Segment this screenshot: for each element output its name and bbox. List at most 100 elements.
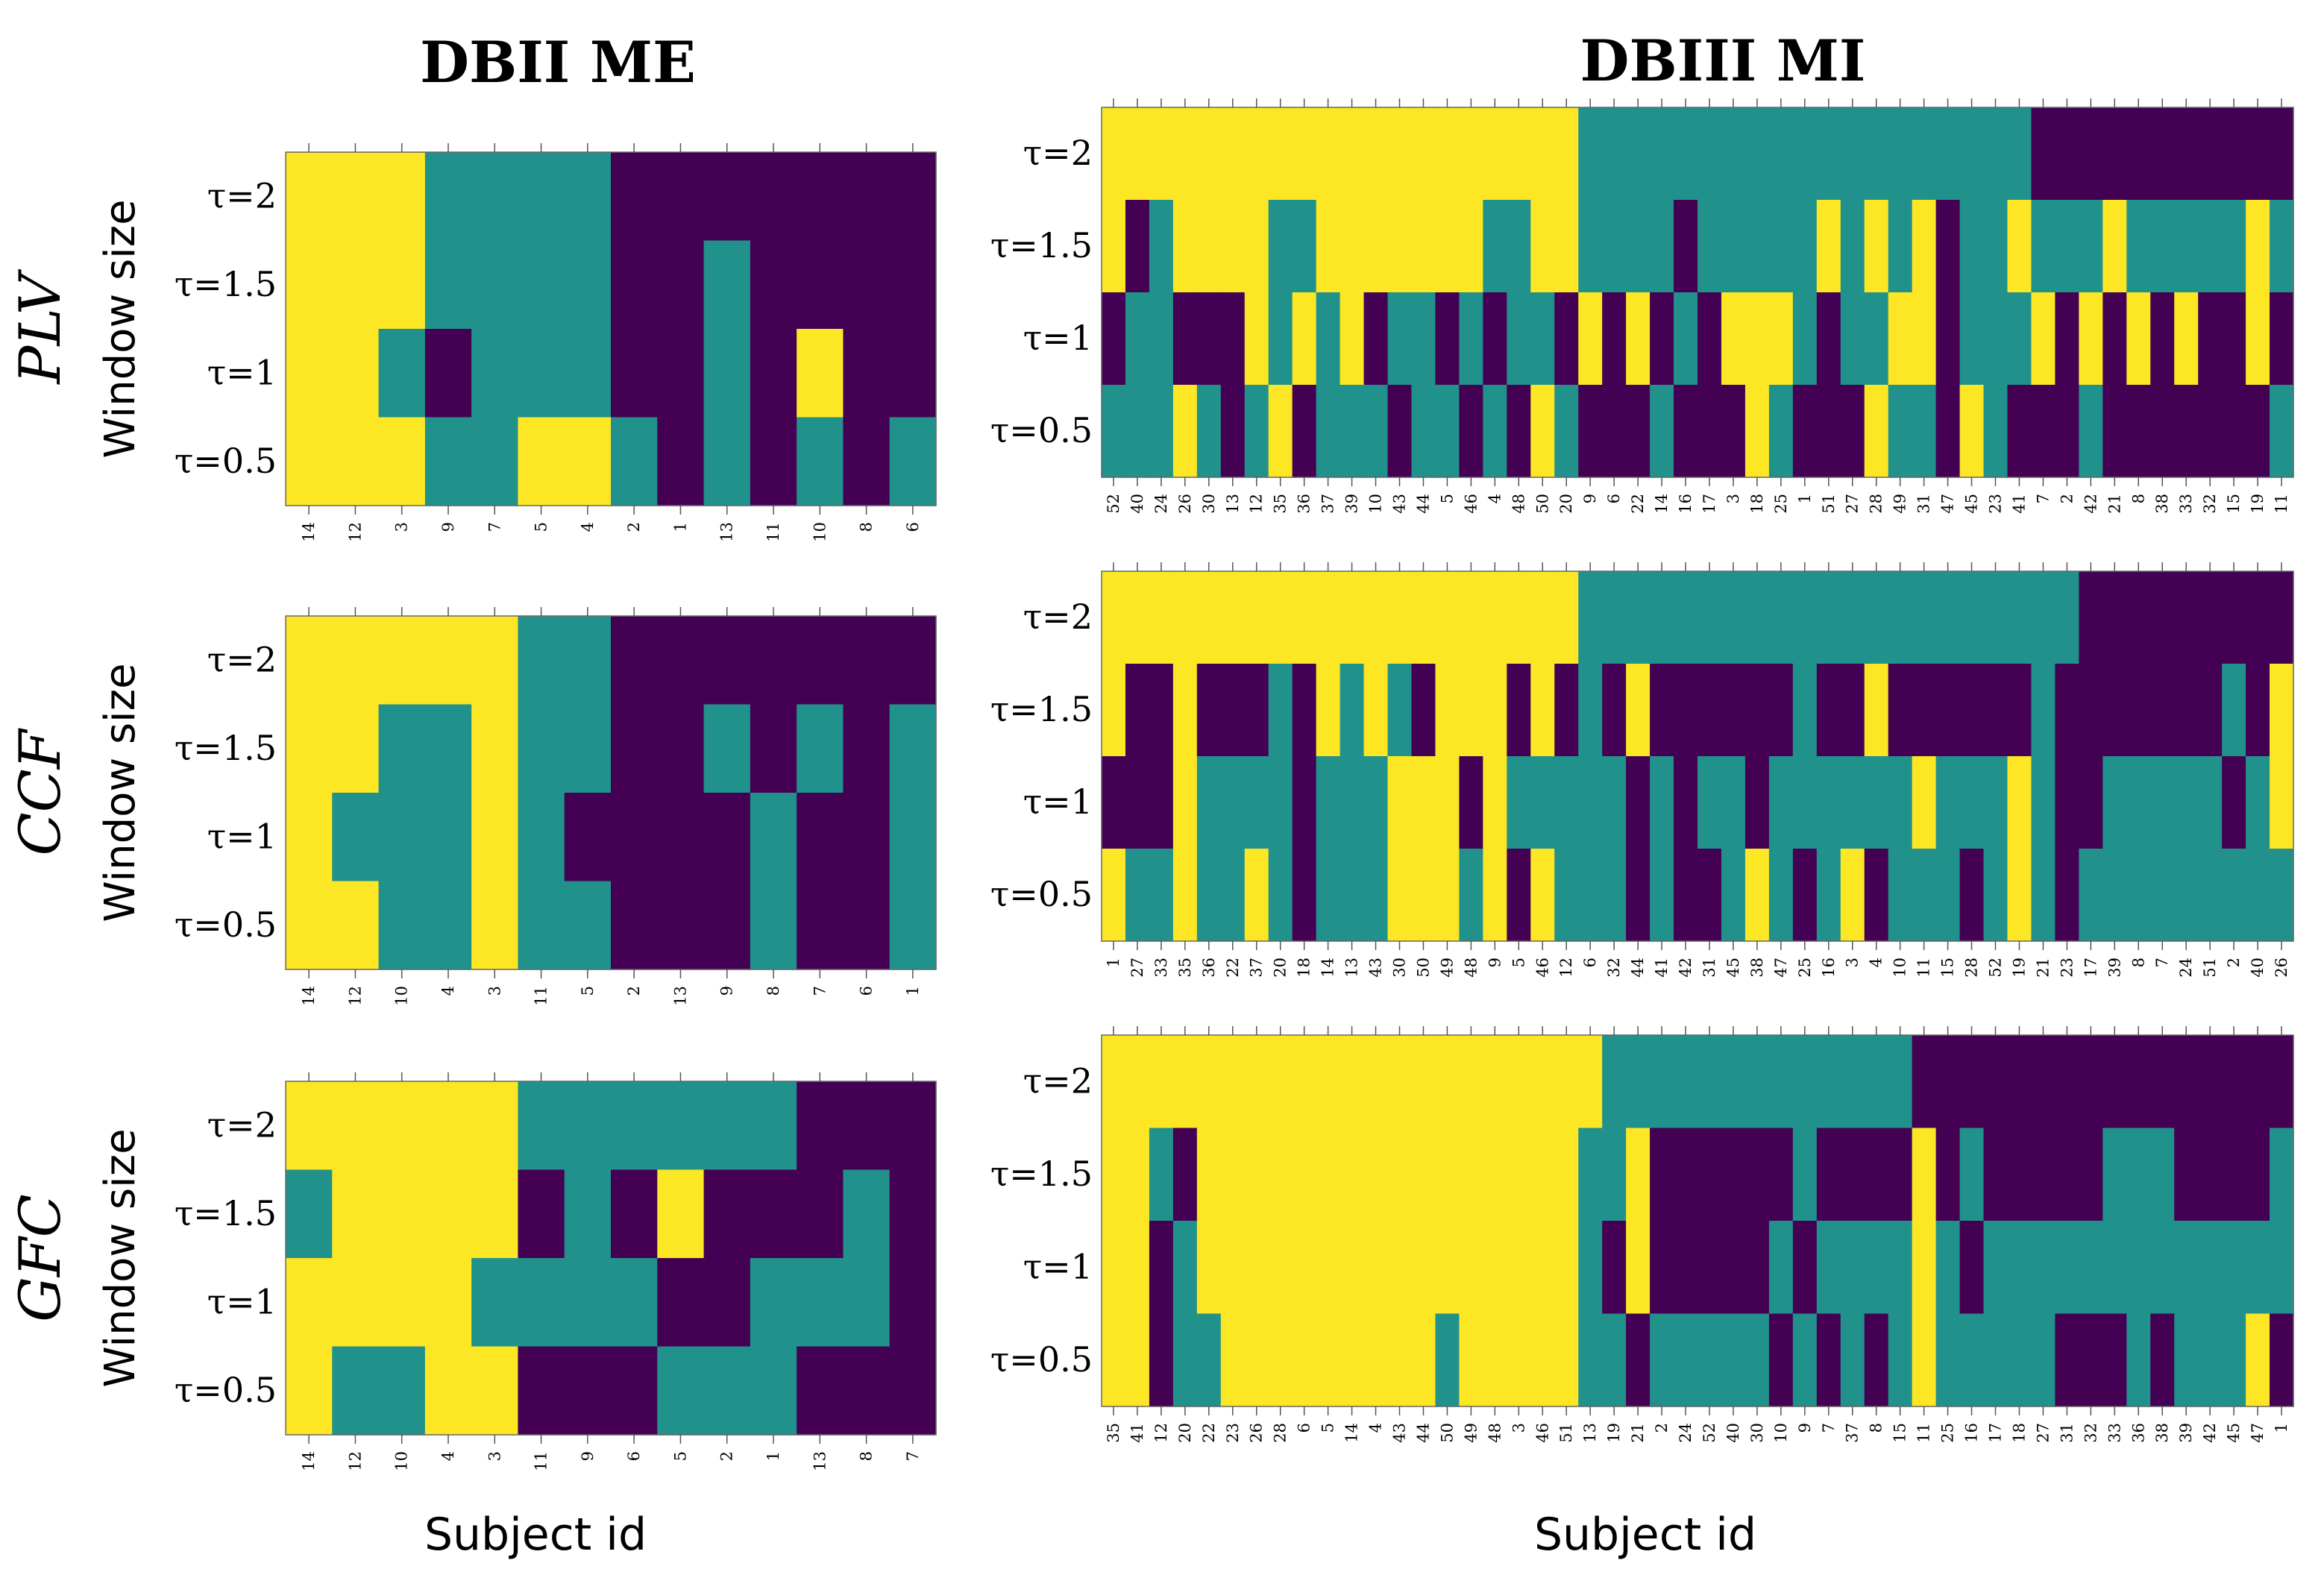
- heatmap-cell: [1840, 1221, 1865, 1315]
- heatmap-cell: [797, 417, 844, 506]
- x-tick-label: 7: [811, 986, 829, 996]
- x-tick-label: 11: [764, 522, 782, 542]
- x-tick-label: 32: [1605, 958, 1623, 978]
- heatmap-cell: [1292, 292, 1317, 386]
- heatmap-cell: [2222, 200, 2246, 293]
- heatmap-cell: [286, 1346, 333, 1436]
- panel-frame: [1101, 1034, 2294, 1407]
- heatmap-cell: [1912, 200, 1937, 293]
- heatmap-cell: [564, 1081, 612, 1171]
- x-tick-label: 16: [1963, 1423, 1981, 1443]
- heatmap-cell: [1983, 1035, 2009, 1129]
- heatmap-cell: [703, 329, 751, 418]
- heatmap-cell: [1912, 849, 1937, 942]
- heatmap-cell: [1220, 200, 1246, 293]
- heatmap-cell: [2270, 292, 2294, 386]
- heatmap-cell: [1387, 200, 1413, 293]
- heatmap-cell: [1459, 664, 1483, 757]
- x-tick-label: 5: [1510, 958, 1527, 967]
- heatmap-cell: [1292, 107, 1317, 201]
- x-tick-label: 50: [1533, 494, 1551, 514]
- heatmap-cell: [1674, 756, 1698, 849]
- heatmap-cell: [1196, 1035, 1222, 1129]
- heatmap-cell: [2222, 1221, 2246, 1315]
- heatmap-cell: [2246, 756, 2270, 849]
- heatmap-cell: [1983, 1221, 2009, 1315]
- heatmap-cell: [657, 1169, 705, 1259]
- heatmap-cell: [471, 240, 519, 330]
- heatmap-cell: [1792, 292, 1818, 386]
- x-tick-label: 13: [1343, 958, 1361, 978]
- heatmap-cell: [1674, 107, 1698, 201]
- heatmap-cell: [2031, 849, 2056, 942]
- heatmap-cell: [1698, 756, 1722, 849]
- heatmap-cell: [1721, 107, 1746, 201]
- y-tick-label: τ=0.5: [175, 1370, 277, 1410]
- heatmap-cell: [2102, 1128, 2127, 1222]
- heatmap-cell: [1268, 385, 1293, 478]
- x-tick-label: 31: [1700, 958, 1718, 978]
- heatmap-cell: [1172, 107, 1198, 201]
- y-tick-label: τ=0.5: [990, 410, 1093, 450]
- heatmap-cell: [1220, 107, 1246, 201]
- x-tick-label: 51: [1820, 494, 1838, 514]
- heatmap-cell: [471, 152, 519, 242]
- heatmap-cell: [1507, 1035, 1531, 1129]
- heatmap-cell: [1220, 1313, 1246, 1407]
- heatmap-cell: [1626, 200, 1651, 293]
- heatmap-cell: [1698, 1128, 1722, 1222]
- heatmap-cell: [2055, 664, 2079, 757]
- x-tick-label: 10: [1367, 494, 1385, 514]
- x-tick-label: 21: [2105, 494, 2123, 514]
- heatmap-cell: [2007, 385, 2032, 478]
- heatmap-cell: [2102, 107, 2127, 201]
- heatmap-cell: [2150, 1128, 2175, 1222]
- heatmap-cell: [564, 704, 612, 793]
- heatmap-cell: [471, 1346, 519, 1436]
- x-tick-label: 37: [1319, 494, 1337, 514]
- heatmap-cell: [1316, 1128, 1341, 1222]
- x-tick-label: 46: [1462, 494, 1480, 514]
- heatmap-cell: [1459, 1128, 1483, 1222]
- heatmap-cell: [2079, 1035, 2103, 1129]
- x-tick-label: 36: [1200, 958, 1218, 978]
- heatmap-cell: [2031, 1313, 2056, 1407]
- heatmap-cell: [1292, 200, 1317, 293]
- heatmap-cell: [471, 881, 519, 970]
- heatmap-cell: [2174, 1128, 2199, 1222]
- heatmap-cell: [889, 240, 937, 330]
- heatmap-cell: [1244, 107, 1269, 201]
- heatmap-cell: [797, 793, 844, 882]
- heatmap-cell: [1102, 1035, 1126, 1129]
- heatmap-cell: [1363, 200, 1389, 293]
- heatmap-cell: [2198, 664, 2223, 757]
- heatmap-cell: [1220, 385, 1246, 478]
- x-tick-label: 7: [1820, 1423, 1838, 1433]
- heatmap-cell: [611, 152, 658, 242]
- heatmap-cell: [2246, 1128, 2270, 1222]
- y-tick-label: τ=1: [207, 1281, 277, 1321]
- heatmap-cell: [1316, 849, 1341, 942]
- x-tick-label: 7: [2034, 494, 2052, 503]
- heatmap-cell: [2270, 756, 2294, 849]
- heatmap-cell: [286, 793, 333, 882]
- heatmap-cell: [1721, 385, 1746, 478]
- heatmap-cell: [1578, 664, 1603, 757]
- heatmap-cell: [1196, 1313, 1222, 1407]
- heatmap-cell: [1244, 292, 1269, 386]
- heatmap-cell: [1626, 1221, 1651, 1315]
- heatmap-cell: [1411, 1221, 1436, 1315]
- heatmap-cell: [1196, 107, 1222, 201]
- heatmap-cell: [750, 616, 797, 705]
- x-tick-label: 3: [486, 1451, 503, 1461]
- heatmap-cell: [1816, 200, 1841, 293]
- x-tick-label: 40: [1128, 494, 1146, 514]
- x-tick-label: 5: [533, 522, 550, 532]
- heatmap-cell: [2055, 849, 2079, 942]
- heatmap-cell: [657, 1258, 705, 1348]
- heatmap-cell: [2270, 107, 2294, 201]
- heatmap-cell: [1840, 1313, 1865, 1407]
- heatmap-cell: [1125, 292, 1150, 386]
- heatmap-cell: [1316, 200, 1341, 293]
- heatmap-cell: [1602, 200, 1627, 293]
